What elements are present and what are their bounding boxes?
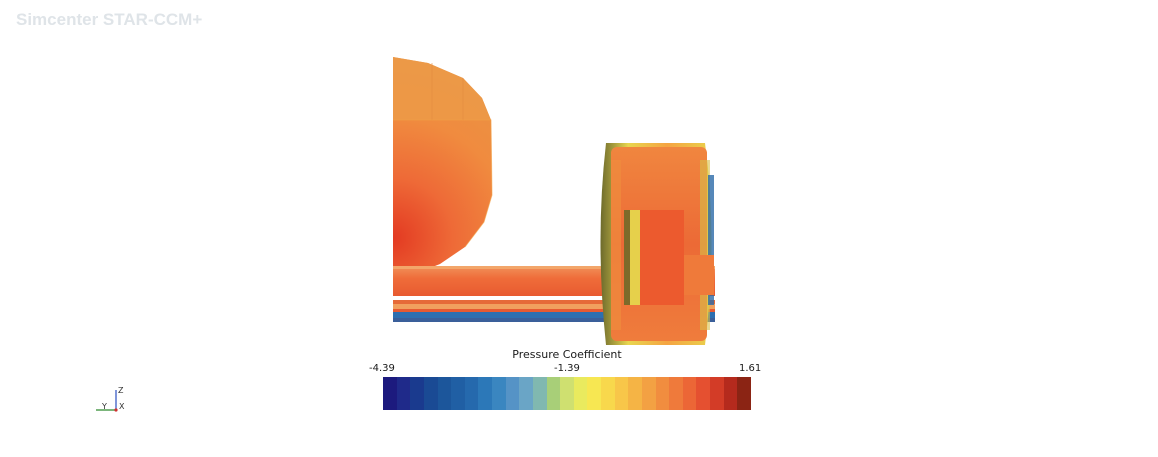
colorbar-swatch [383, 377, 397, 410]
colorbar-swatch [710, 377, 724, 410]
hub [624, 210, 714, 305]
colorbar-swatch [464, 377, 479, 410]
colorbar-title: Pressure Coefficient [512, 348, 622, 361]
colorbar-swatch [519, 377, 533, 410]
colorbar-swatch [546, 377, 561, 410]
colorbar-swatch [560, 377, 574, 410]
colorbar-swatch [628, 377, 642, 410]
colorbar-swatch [451, 377, 465, 410]
z-axis-label: Z [118, 386, 124, 395]
colorbar-swatch [478, 377, 492, 410]
x-axis-dot [114, 408, 118, 412]
colorbar-swatch [396, 377, 411, 410]
colorbar-mid-label: -1.39 [554, 363, 580, 374]
colorbar-swatch [723, 377, 738, 410]
colorbar-swatch [532, 377, 547, 410]
colorbar-swatch [492, 377, 506, 410]
app-brand-title: Simcenter STAR-CCM+ [16, 10, 203, 29]
colorbar-swatch [587, 377, 601, 410]
colorbar-min-label: -4.39 [369, 363, 395, 374]
body-surface [393, 57, 493, 279]
y-axis-label: Y [101, 402, 107, 411]
colorbar-max-label: 1.61 [739, 363, 762, 374]
colorbar-swatch [682, 377, 697, 410]
colorbar-swatch [423, 377, 438, 410]
colorbar-swatch [410, 377, 424, 410]
colorbar-swatch [669, 377, 683, 410]
colorbar-swatch [614, 377, 629, 410]
colorbar-swatch [655, 377, 670, 410]
colorbar-swatch [573, 377, 588, 410]
colorbar-legend [383, 377, 751, 410]
x-axis-label: X [119, 402, 125, 411]
axis-triad: Z Y X [96, 386, 125, 412]
colorbar-swatch [641, 377, 656, 410]
colorbar-swatch [601, 377, 615, 410]
colorbar-swatch [505, 377, 520, 410]
colorbar-swatch [437, 377, 452, 410]
colorbar-swatch [737, 377, 751, 410]
lower-axle [393, 300, 715, 322]
colorbar-swatch [696, 377, 710, 410]
